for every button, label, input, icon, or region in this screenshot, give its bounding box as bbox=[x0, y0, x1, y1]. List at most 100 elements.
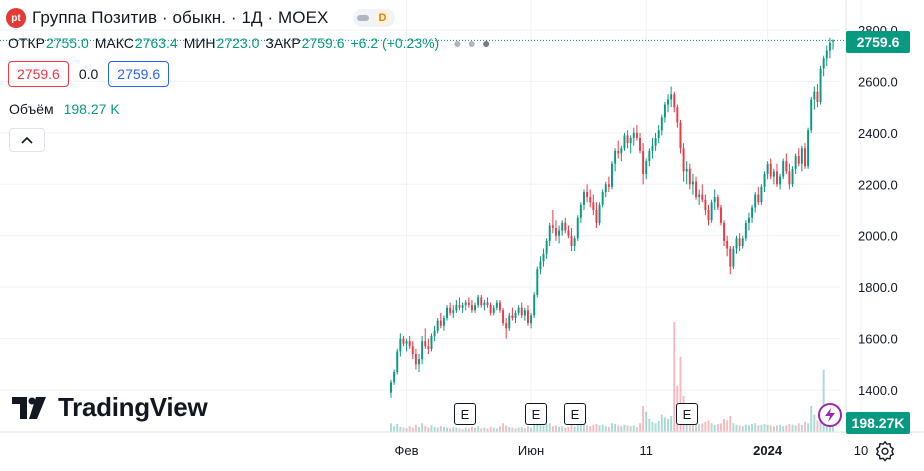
volume-bar bbox=[393, 426, 396, 432]
volume-bar bbox=[586, 425, 589, 432]
volume-bar bbox=[405, 428, 408, 432]
candle-body bbox=[635, 132, 638, 138]
candle-body bbox=[738, 238, 741, 246]
volume-bar bbox=[660, 414, 663, 432]
candle-body bbox=[430, 336, 433, 349]
candle-body bbox=[751, 207, 754, 218]
volume-bar bbox=[804, 421, 806, 432]
volume-bar bbox=[455, 427, 458, 432]
volume-bar bbox=[710, 423, 713, 432]
volume-bar bbox=[704, 421, 707, 432]
candle-body bbox=[614, 150, 617, 164]
volume-bar bbox=[816, 420, 819, 432]
symbol-header[interactable]: pt Группа Позитив · обыкн. · 1Д · MOEX D bbox=[6, 6, 395, 30]
volume-bar bbox=[744, 424, 747, 432]
quote-row: 2759.6 0.0 2759.6 bbox=[8, 61, 170, 87]
candle-body bbox=[657, 130, 660, 138]
candle-body bbox=[819, 68, 822, 102]
candle-body bbox=[744, 222, 747, 239]
earnings-event-marker[interactable]: E bbox=[676, 403, 698, 425]
more-dots-icon[interactable]: ● ● ● bbox=[453, 35, 492, 51]
candle-body bbox=[408, 341, 411, 347]
volume-bar bbox=[427, 427, 430, 432]
ask-price-box[interactable]: 2759.6 bbox=[108, 61, 170, 87]
candle-body bbox=[542, 253, 545, 262]
y-tick-label: 1600.0 bbox=[858, 332, 898, 347]
volume-bar bbox=[589, 426, 592, 432]
candle-body bbox=[695, 181, 698, 198]
tradingview-logo[interactable]: TradingView bbox=[12, 392, 208, 423]
collapse-legend-button[interactable] bbox=[9, 128, 45, 152]
y-tick-label: 2200.0 bbox=[858, 177, 898, 192]
volume-bar bbox=[738, 425, 741, 432]
candle-body bbox=[505, 323, 508, 329]
candle-body bbox=[492, 307, 495, 313]
volume-bar bbox=[480, 428, 483, 432]
volume-bar bbox=[716, 424, 719, 432]
market-status-pill[interactable]: D bbox=[352, 9, 395, 27]
candle-body bbox=[517, 307, 520, 313]
gear-icon[interactable] bbox=[874, 440, 896, 462]
volume-bar bbox=[691, 421, 694, 432]
volume-bar bbox=[545, 424, 548, 432]
earnings-event-marker[interactable]: E bbox=[454, 403, 476, 425]
candle-body bbox=[489, 305, 492, 313]
candle-body bbox=[800, 148, 803, 164]
volume-bar bbox=[526, 426, 529, 432]
volume-bar bbox=[813, 414, 816, 432]
candle-body bbox=[828, 42, 831, 51]
candle-body bbox=[424, 341, 427, 347]
volume-value: 198.27 K bbox=[63, 101, 120, 117]
candle-body bbox=[772, 171, 775, 177]
candle-body bbox=[564, 222, 567, 231]
volume-bar bbox=[439, 426, 442, 432]
volume-bar bbox=[657, 421, 660, 432]
candle-body bbox=[785, 161, 788, 172]
candle-body bbox=[520, 307, 523, 316]
volume-bar bbox=[520, 426, 523, 432]
volume-bar bbox=[458, 428, 461, 432]
candle-body bbox=[480, 297, 483, 306]
volume-bar bbox=[511, 427, 514, 432]
candle-body bbox=[611, 163, 613, 187]
volume-bar bbox=[688, 420, 691, 432]
volume-bar bbox=[486, 428, 489, 432]
volume-bar bbox=[651, 421, 654, 432]
candle-body bbox=[707, 210, 710, 221]
volume-bar bbox=[791, 424, 794, 432]
lightning-icon[interactable] bbox=[818, 403, 842, 427]
volume-bar bbox=[667, 418, 669, 432]
symbol-title[interactable]: Группа Позитив · обыкн. · 1Д · MOEX bbox=[32, 8, 329, 27]
volume-bar bbox=[635, 426, 638, 432]
earnings-event-marker[interactable]: E bbox=[525, 403, 547, 425]
volume-bar bbox=[766, 424, 769, 432]
candle-body bbox=[698, 194, 701, 198]
volume-bar bbox=[626, 425, 629, 432]
volume-bar bbox=[579, 421, 582, 432]
candle-body bbox=[452, 310, 455, 313]
candle-body bbox=[797, 156, 800, 164]
candle-body bbox=[617, 150, 620, 154]
volume-bar bbox=[489, 426, 492, 432]
candle-body bbox=[679, 122, 682, 149]
volume-bar bbox=[424, 426, 427, 432]
volume-bar bbox=[629, 426, 632, 432]
candle-body bbox=[685, 168, 688, 172]
candle-body bbox=[642, 150, 645, 174]
candle-body bbox=[396, 351, 399, 372]
volume-bar bbox=[819, 418, 822, 432]
volume-bar bbox=[726, 420, 729, 432]
bid-price-box[interactable]: 2759.6 bbox=[8, 61, 69, 87]
y-tick-label: 2600.0 bbox=[858, 74, 898, 89]
candle-body bbox=[807, 130, 810, 167]
high-value: 2763.4 bbox=[134, 35, 178, 51]
volume-bar bbox=[729, 416, 732, 432]
earnings-event-marker[interactable]: E bbox=[564, 403, 586, 425]
candle-body bbox=[449, 307, 452, 313]
candle-body bbox=[825, 50, 828, 59]
y-tick-label: 2000.0 bbox=[858, 229, 898, 244]
volume-bar bbox=[421, 423, 424, 432]
volume-bar bbox=[396, 424, 399, 432]
candle-body bbox=[782, 161, 785, 177]
